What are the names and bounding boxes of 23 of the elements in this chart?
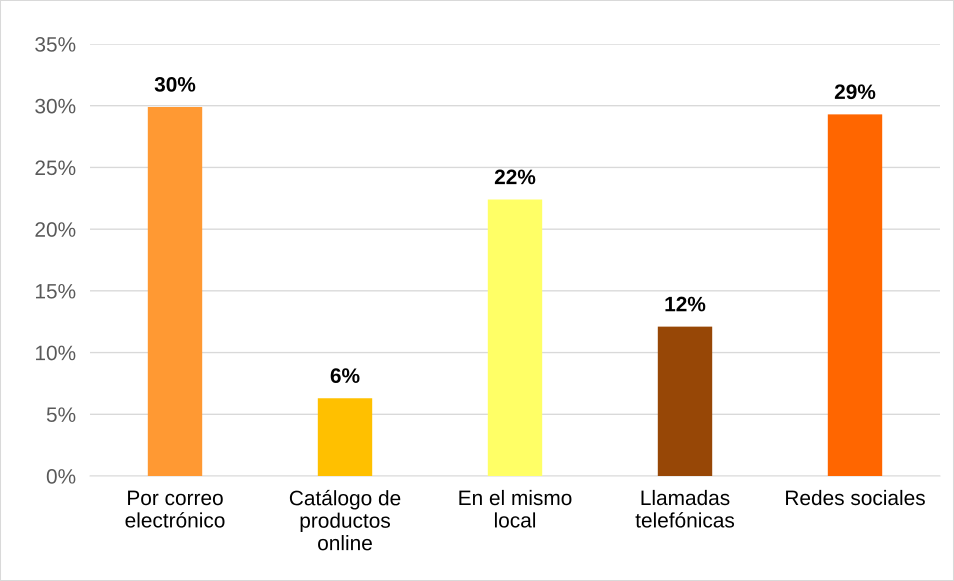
x-tick-label: Por correo electrónico [126, 490, 225, 528]
data-label: 30% [154, 76, 196, 92]
y-tick-label: 0% [46, 469, 76, 484]
y-tick-label: 10% [36, 346, 76, 360]
y-tick-label: 15% [36, 284, 76, 299]
x-tick-label: Redes sociales [786, 490, 925, 506]
y-tick-label: 5% [46, 407, 76, 422]
y-tick-label: 20% [35, 222, 76, 237]
y-tick-label: 35% [35, 37, 76, 52]
data-label: 12% [665, 296, 706, 312]
bar [318, 398, 372, 476]
data-label: 6% [330, 368, 360, 384]
bar [828, 114, 882, 476]
y-tick-label: 25% [35, 160, 76, 176]
x-tick-label: Llamadas telefónicas [636, 490, 734, 528]
bar [148, 106, 202, 476]
x-tick-label: En el mismo local [459, 490, 572, 528]
bar [658, 326, 712, 476]
data-label: 29% [834, 84, 876, 100]
data-label: 22% [494, 170, 536, 184]
bar [488, 200, 542, 476]
x-tick-label: Catálogo de productos online [290, 490, 400, 550]
y-tick-label: 30% [35, 98, 76, 114]
